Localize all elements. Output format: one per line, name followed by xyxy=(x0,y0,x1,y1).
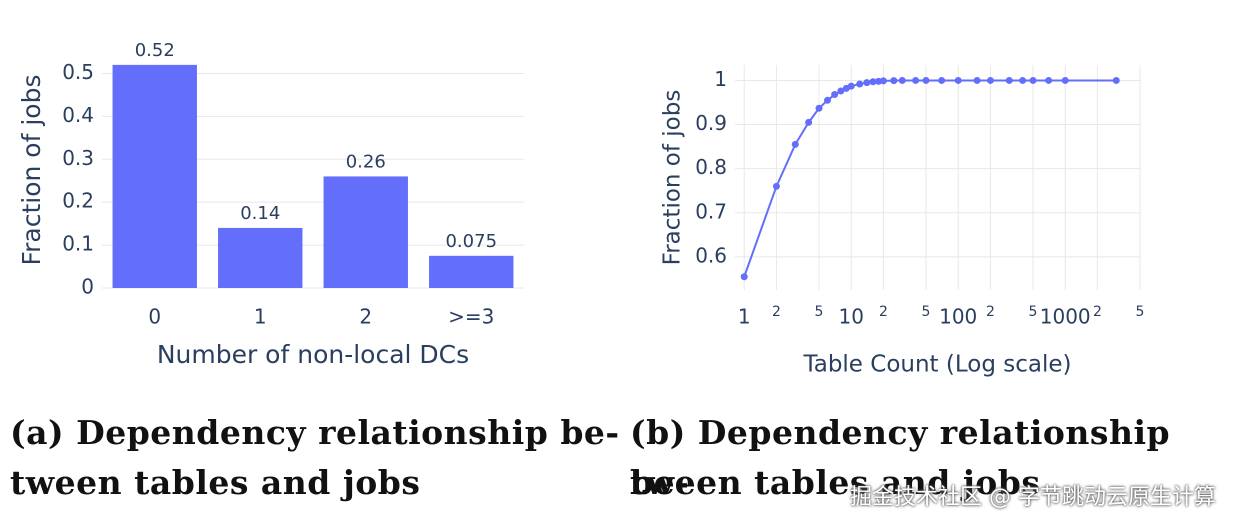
x-tick-label: 1 xyxy=(738,305,751,329)
point xyxy=(879,77,887,85)
point xyxy=(740,273,748,281)
point xyxy=(973,76,981,84)
point xyxy=(869,78,877,86)
point xyxy=(837,87,845,95)
y-tick-label: 0.8 xyxy=(695,155,727,179)
watermark: 掘金技术社区 @ 字节跳动云原生计算 xyxy=(850,485,1216,510)
point xyxy=(1112,76,1120,84)
point xyxy=(954,76,962,84)
point xyxy=(847,82,855,90)
point xyxy=(912,76,920,84)
bar xyxy=(218,227,303,288)
y-tick-label: 0.1 xyxy=(62,232,94,256)
x-tick-label: 2 xyxy=(359,305,372,329)
value-label: 0.52 xyxy=(135,40,175,61)
point xyxy=(938,76,946,84)
point xyxy=(856,80,864,88)
point xyxy=(815,104,823,112)
line xyxy=(743,79,1117,278)
y-tick-label: 0.5 xyxy=(62,60,94,84)
x-tick-label: 10 xyxy=(838,305,863,329)
point xyxy=(1005,76,1013,84)
x-tick-label: 5 xyxy=(1136,304,1145,320)
x-tick-label: 2 xyxy=(879,304,888,320)
point xyxy=(805,118,813,126)
x-tick-label: 2 xyxy=(1093,304,1102,320)
y-tick-label: 0.6 xyxy=(695,243,727,267)
value-label: 0.075 xyxy=(445,231,497,252)
x-axis-label: Number of non-local DCs xyxy=(157,340,469,369)
point xyxy=(890,77,898,85)
bar xyxy=(429,255,514,288)
value-label: 0.26 xyxy=(346,151,386,172)
caption-line: tween tables and jobs xyxy=(10,463,421,502)
y-axis-label: Fraction of jobs xyxy=(17,75,46,266)
y-axis-label: Fraction of jobs xyxy=(660,90,686,266)
point xyxy=(823,96,831,104)
point xyxy=(1061,76,1069,84)
x-tick-label: 5 xyxy=(1029,304,1038,320)
x-tick-label: 2 xyxy=(772,304,781,320)
x-tick-label: 5 xyxy=(815,304,824,320)
x-axis-label: Table Count (Log scale) xyxy=(802,352,1071,378)
bar xyxy=(112,64,197,288)
y-tick-label: 0.9 xyxy=(695,111,727,135)
y-tick-label: 0.3 xyxy=(62,146,94,170)
x-tick-label: 5 xyxy=(922,304,931,320)
y-tick-label: 0.4 xyxy=(62,103,94,127)
point xyxy=(1045,76,1053,84)
x-tick-label: 100 xyxy=(939,305,977,329)
value-label: 0.14 xyxy=(240,203,280,224)
point xyxy=(1019,76,1027,84)
point xyxy=(772,182,780,190)
x-tick-label: >=3 xyxy=(448,305,494,329)
y-tick-label: 1 xyxy=(714,67,727,91)
x-tick-label: 1 xyxy=(254,305,267,329)
point xyxy=(898,76,906,84)
bar xyxy=(323,176,408,288)
point xyxy=(922,76,930,84)
x-tick-label: 2 xyxy=(986,304,995,320)
y-tick-label: 0.2 xyxy=(62,189,94,213)
caption-line: (a) Dependency relationship be- xyxy=(10,413,620,452)
caption-line: (b) Dependency relationship be- xyxy=(630,413,1171,502)
x-tick-label: 1000 xyxy=(1040,305,1091,329)
point xyxy=(1029,76,1037,84)
x-tick-label: 0 xyxy=(148,305,161,329)
point xyxy=(791,140,799,148)
point xyxy=(863,79,871,87)
point xyxy=(831,91,839,99)
point xyxy=(986,76,994,84)
caption-line: tween tables and jobs xyxy=(630,463,1041,502)
y-tick-label: 0 xyxy=(81,275,94,299)
y-tick-label: 0.7 xyxy=(695,199,727,223)
